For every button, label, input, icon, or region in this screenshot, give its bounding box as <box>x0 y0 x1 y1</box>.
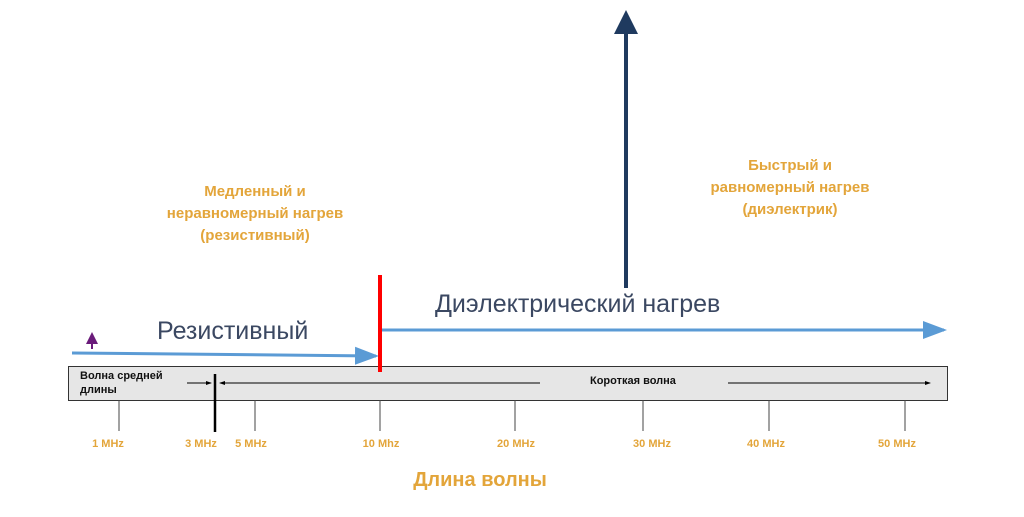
tick-label: 50 MHz <box>878 438 916 450</box>
medium-wave-line1: Волна средней <box>80 370 163 382</box>
tick-label: 1 MHz <box>92 438 124 450</box>
medium-wave-line2: длины <box>80 384 117 396</box>
tick-label: 3 MHz <box>185 438 217 450</box>
dielectric-region-label: Диэлектрический нагрев <box>435 290 721 318</box>
tick-label: 5 MHz <box>235 438 267 450</box>
note-line: (диэлектрик) <box>742 201 838 218</box>
note-line: равномерный нагрев <box>710 179 870 196</box>
resistive-heating-note: Медленный и неравномерный нагрев (резист… <box>135 181 375 247</box>
resistive-arrow <box>71 346 379 365</box>
tick-label: 20 MHz <box>497 438 535 450</box>
medium-wave-label: Волна средней длины <box>80 369 163 397</box>
tick-label: 40 MHz <box>747 438 785 450</box>
short-wave-label: Короткая волна <box>590 375 676 387</box>
note-line: Медленный и <box>204 183 306 200</box>
axis-title: Длина волны <box>413 469 547 491</box>
resistive-region-label: Резистивный <box>157 317 309 345</box>
tick-label: 30 MHz <box>633 438 671 450</box>
dielectric-heating-note: Быстрый и равномерный нагрев (диэлектрик… <box>670 155 910 221</box>
note-line: Быстрый и <box>748 157 832 174</box>
note-line: (резистивный) <box>200 227 310 244</box>
tick-label: 10 Mhz <box>362 438 400 450</box>
note-line: неравномерный нагрев <box>166 205 344 222</box>
